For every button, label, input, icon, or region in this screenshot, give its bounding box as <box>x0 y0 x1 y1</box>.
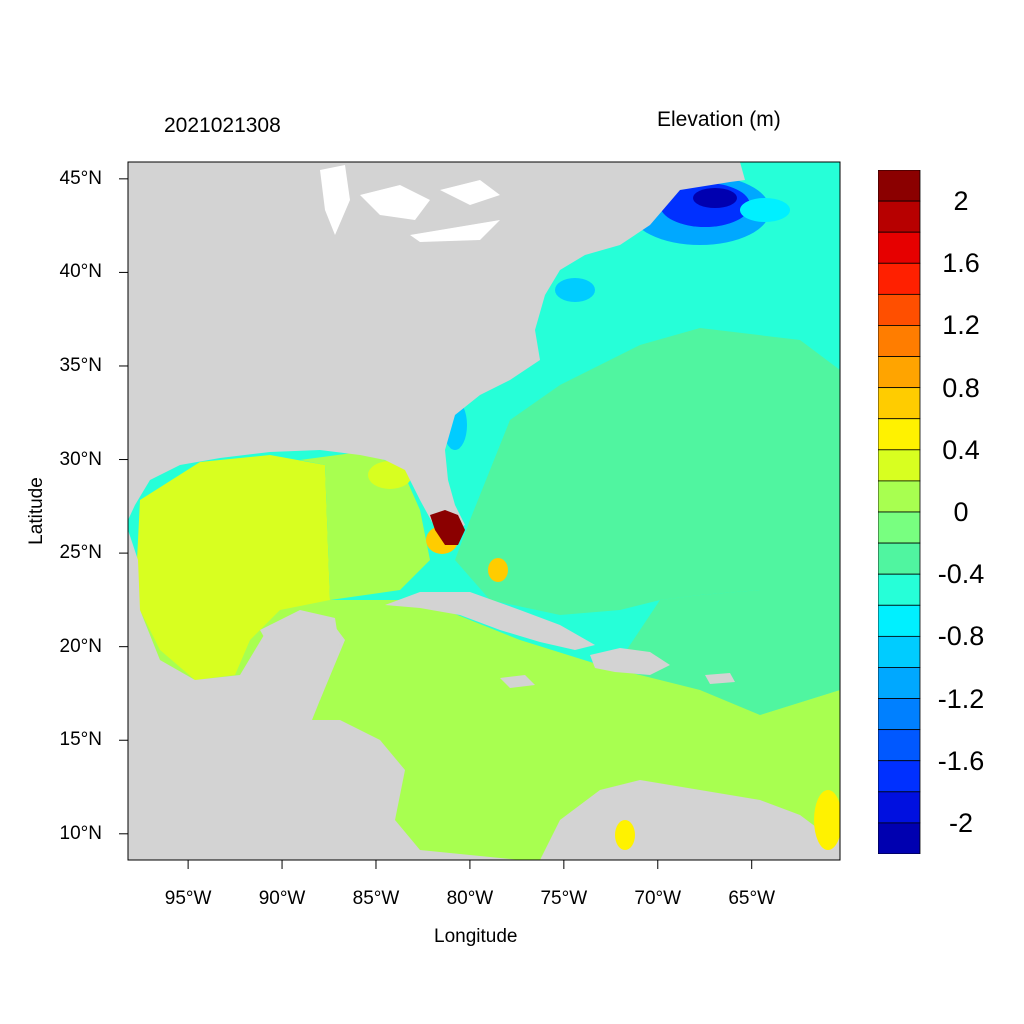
land-jamaica <box>500 675 535 688</box>
y-axis-title: Latitude <box>26 477 47 545</box>
colorbar-label: 0.8 <box>942 372 980 403</box>
colorbar-swatch <box>878 480 921 513</box>
colorbar-swatch <box>878 418 921 451</box>
orinoco-high <box>814 790 840 850</box>
map-area <box>128 162 840 860</box>
colorbar-label: -1.6 <box>937 745 985 776</box>
colorbar-swatch <box>878 170 921 202</box>
y-tick-label: 40°N <box>59 261 102 283</box>
colorbar-label: 2 <box>953 186 969 217</box>
x-tick-label: 90°W <box>258 888 306 909</box>
colorbar-swatch <box>878 760 921 793</box>
colorbar-swatch <box>878 667 921 699</box>
colorbar-label: -2 <box>948 807 973 838</box>
plot-frame <box>127 161 841 861</box>
x-tick-label: 75°W <box>540 888 588 909</box>
ocean-gulf-west <box>135 455 330 680</box>
date-label: 2021021308 <box>164 114 281 137</box>
colorbar <box>878 170 921 854</box>
x-axis-title: Longitude <box>434 926 518 947</box>
colorbar-label: -1.2 <box>937 683 985 714</box>
colorbar-label: -0.8 <box>937 621 985 652</box>
x-tick-label: 85°W <box>352 888 400 909</box>
hudson-coast <box>555 278 595 302</box>
land-puerto-rico <box>705 673 735 684</box>
variable-label: Elevation (m) <box>657 108 781 131</box>
colorbar-swatch <box>878 698 921 731</box>
colorbar-swatch <box>878 449 921 482</box>
colorbar-label: 1.2 <box>942 310 980 341</box>
x-tick-label: 95°W <box>164 888 212 909</box>
y-tick-label: 30°N <box>59 448 102 470</box>
maracaibo-high <box>615 820 635 850</box>
gulf-of-maine-center <box>693 188 737 208</box>
colorbar-swatch <box>878 729 921 762</box>
great-lakes <box>320 165 500 242</box>
colorbar-swatch <box>878 542 921 575</box>
colorbar-swatch <box>878 356 921 389</box>
colorbar-swatch <box>878 262 921 295</box>
tick-marks <box>119 178 753 869</box>
colorbar-label: 1.6 <box>942 248 980 279</box>
colorbar-label: 0.4 <box>942 434 980 465</box>
land-north-america <box>128 162 745 535</box>
land-south-america <box>540 780 840 860</box>
colorbar-swatch <box>878 791 921 824</box>
colorbar-label: -0.4 <box>937 559 985 590</box>
colorbar-swatch <box>878 573 921 606</box>
bahama-bank-high <box>488 558 508 582</box>
land-hispaniola <box>590 648 670 675</box>
colorbar-swatch <box>878 635 921 668</box>
land-yucatan <box>260 610 340 700</box>
x-tick-label: 65°W <box>728 888 776 909</box>
y-tick-label: 10°N <box>59 822 102 844</box>
x-tick-label: 80°W <box>446 888 494 909</box>
colorbar-swatch <box>878 511 921 544</box>
colorbar-swatch <box>878 604 921 637</box>
y-tick-label: 25°N <box>59 542 102 564</box>
land-mexico <box>128 530 520 860</box>
x-tick-label: 70°W <box>634 888 682 909</box>
land-cuba <box>385 592 595 650</box>
y-tick-label: 45°N <box>59 167 102 189</box>
y-tick-label: 20°N <box>59 635 102 657</box>
y-tick-label: 35°N <box>59 354 102 376</box>
colorbar-swatch <box>878 387 921 420</box>
colorbar-swatch <box>878 822 921 854</box>
georges-bank <box>740 198 790 222</box>
south-florida-surge <box>430 510 465 545</box>
ocean-gulf-east <box>300 452 430 600</box>
colorbar-swatch <box>878 200 921 233</box>
colorbar-swatch <box>878 293 921 326</box>
colorbar-swatch <box>878 325 921 357</box>
y-tick-label: 15°N <box>59 729 102 751</box>
colorbar-swatch <box>878 231 921 264</box>
colorbar-label: 0 <box>953 497 969 527</box>
